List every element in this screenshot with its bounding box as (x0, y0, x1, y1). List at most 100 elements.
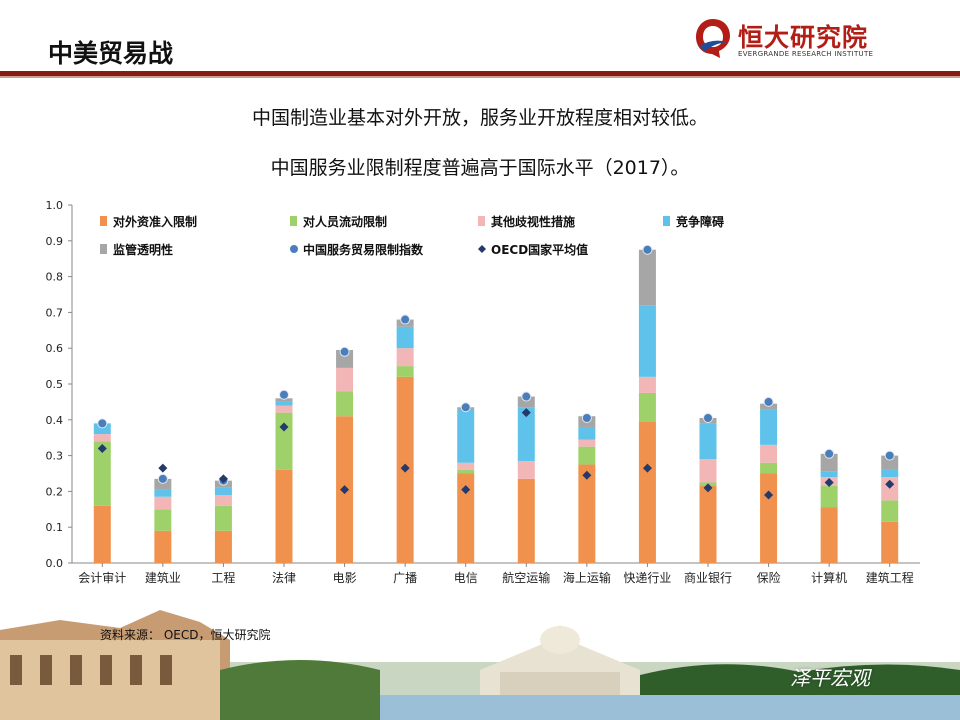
x-tick-label: 会计审计 (78, 570, 126, 585)
legend-swatch (478, 216, 485, 226)
bar-segment (638, 305, 656, 377)
bar-segment (881, 500, 899, 522)
bar-segment (396, 348, 414, 367)
china-index-point (763, 396, 774, 407)
bar-segment (517, 407, 535, 461)
bar-segment (638, 421, 656, 563)
bar-segment (154, 530, 172, 563)
bar-segment (881, 455, 899, 470)
legend-label: 对人员流动限制 (303, 214, 387, 229)
bar-segment (336, 349, 354, 368)
china-index-point (97, 418, 108, 429)
bar-segment (760, 462, 778, 474)
oecd-average-point (824, 477, 834, 487)
bar-segment (820, 453, 838, 472)
bar-segment (517, 396, 535, 408)
bar-segment (638, 376, 656, 393)
bar-segment (517, 460, 535, 479)
legend-label: 中国服务贸易限制指数 (303, 242, 424, 257)
china-index-point (157, 473, 168, 484)
bar-segment (214, 530, 232, 563)
y-tick-label: 1.0 (46, 199, 64, 212)
bar-segment (881, 521, 899, 563)
oecd-average-point (279, 422, 289, 432)
bar-segment (578, 446, 596, 465)
bar-segment (154, 509, 172, 531)
y-tick-label: 0.9 (46, 235, 64, 248)
x-tick-label: 电影 (333, 571, 357, 585)
slide-header: 中美贸易战 恒大研究院 EVERGRANDE RESEARCH INSTITUT… (0, 0, 960, 78)
legend-swatch (100, 216, 107, 226)
x-tick-label: 建筑业 (145, 570, 181, 585)
bar-segment (93, 505, 111, 563)
china-index-point (339, 346, 350, 357)
bar-segment (820, 507, 838, 563)
logo-text: 恒大研究院 (738, 23, 869, 52)
china-index-point (642, 244, 653, 255)
bar-segment (578, 464, 596, 563)
y-tick-label: 0.8 (46, 271, 64, 284)
bar-segment (93, 434, 111, 442)
bar-segment (820, 486, 838, 508)
bar-segment (154, 478, 172, 490)
bar-segment (214, 505, 232, 531)
legend-swatch (100, 244, 107, 254)
bar-segment (457, 469, 475, 474)
bar-segment (154, 496, 172, 510)
bar-segment (699, 423, 717, 460)
legend-swatch (663, 216, 670, 226)
bar-segment (638, 392, 656, 422)
bar-segment (396, 326, 414, 349)
bar-segment (275, 469, 293, 563)
header-divider (0, 71, 960, 76)
bar-segment (578, 439, 596, 447)
wechat-icon (788, 662, 789, 663)
legend-swatch (290, 216, 297, 226)
legend-label: 监管透明性 (113, 242, 173, 257)
x-tick-label: 广播 (393, 571, 417, 585)
y-tick-label: 0.5 (46, 378, 64, 391)
bar-segment (457, 462, 475, 470)
china-index-point (279, 389, 289, 400)
x-tick-label: 快递行业 (623, 571, 671, 585)
scenery-banner-image (0, 610, 960, 720)
oecd-average-point (582, 470, 592, 480)
oecd-average-point (764, 490, 774, 500)
evergrande-logo: 恒大研究院 EVERGRANDE RESEARCH INSTITUTE (692, 16, 892, 64)
legend-marker-diamond (478, 245, 486, 253)
bar-segment (93, 423, 111, 435)
bar-segment (699, 459, 717, 483)
bar-segment (820, 471, 838, 478)
china-index-point (460, 402, 471, 413)
oecd-average-point (521, 408, 531, 418)
legend-label: 竞争障碍 (676, 214, 724, 229)
oecd-average-point (703, 483, 713, 493)
bar-segment (760, 409, 778, 445)
bar-segment (214, 487, 232, 495)
oecd-average-point (642, 463, 652, 473)
china-index-point (581, 413, 592, 424)
bar-segment (336, 391, 354, 417)
stacked-bar-chart: 0.0 0.1 0.2 0.3 0.4 0.5 0.6 0.7 0.8 0.9 1.0 会计审计 建筑业… (46, 199, 920, 585)
bar-segment (760, 444, 778, 463)
y-tick-label: 0.7 (46, 306, 64, 319)
x-tick-label: 建筑工程 (866, 570, 914, 585)
oecd-average-point (885, 479, 895, 489)
bar-segment (214, 494, 232, 506)
china-index-point (400, 314, 411, 325)
logo-emblem-icon (696, 19, 730, 58)
oecd-average-point (340, 485, 350, 495)
bar-segment (93, 441, 111, 506)
bar-segment (275, 401, 293, 406)
bar-segment (336, 367, 354, 392)
oecd-average-point (461, 485, 471, 495)
china-index-point (884, 450, 895, 461)
bar-segment (578, 426, 596, 440)
x-tick-label: 计算机 (811, 570, 847, 585)
logo-subtitle: EVERGRANDE RESEARCH INSTITUTE (738, 50, 874, 58)
x-tick-label: 电信 (454, 571, 478, 585)
watermark-text: 泽平宏观 (790, 666, 870, 690)
x-tick-label: 航空运输 (502, 570, 550, 585)
x-tick-label: 海上运输 (563, 570, 611, 585)
legend-label: 其他歧视性措施 (491, 214, 575, 229)
